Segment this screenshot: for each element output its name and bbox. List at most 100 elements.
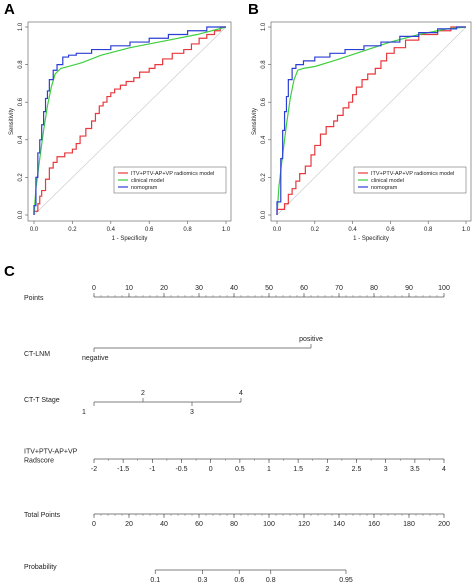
nomogram-row-2: CT-T Stage 1 2 3 4 xyxy=(24,390,243,416)
nomogram-tick-label: 2 xyxy=(325,466,329,473)
nomogram-tick-label: -0.5 xyxy=(175,466,187,473)
x-tick-label: 1.0 xyxy=(222,227,231,233)
y-tick-label: 0.2 xyxy=(261,173,267,182)
nomogram-tick-label: 1.5 xyxy=(293,466,303,473)
x-tick-label: 0.8 xyxy=(183,227,192,233)
reference-diagonal xyxy=(276,26,467,216)
nomogram-scale-label: ITV+PTV-AP+VP xyxy=(24,449,78,456)
nomogram-tick-label: 90 xyxy=(405,285,413,292)
nomogram-tick-label: 140 xyxy=(333,521,345,528)
nomogram-tick-label: 1 xyxy=(82,409,86,416)
nomogram-tick-label: -1 xyxy=(149,466,155,473)
legend-label-nomogram: nomogram xyxy=(371,185,398,191)
nomogram-row-1: CT-LNM negative positive xyxy=(24,336,323,362)
x-tick-label: 0.2 xyxy=(68,227,77,233)
reference-diagonal xyxy=(33,26,227,216)
nomogram-tick-label: 10 xyxy=(125,285,133,292)
nomogram-tick-label: 2.5 xyxy=(352,466,362,473)
nomogram-scale-label: Probability xyxy=(24,564,57,571)
nomogram-tick-label: 1 xyxy=(267,466,271,473)
legend-label-clinical: clinical model xyxy=(371,178,404,184)
plot-frame xyxy=(27,21,232,222)
y-tick-label: 0.2 xyxy=(18,173,24,182)
y-tick-label: 0.4 xyxy=(261,135,267,144)
y-tick-label: 0.6 xyxy=(18,97,24,106)
y-tick-label: 0.0 xyxy=(18,210,24,219)
nomogram-tick-label: 40 xyxy=(160,521,168,528)
roc-curve-radiomics xyxy=(276,26,466,215)
x-tick-label: 0.6 xyxy=(386,227,395,233)
nomogram-tick-label: 60 xyxy=(300,285,308,292)
panel-letter-a: A xyxy=(4,1,15,18)
nomogram-tick-label: 2 xyxy=(141,390,145,397)
y-axis-title: Sensitivity xyxy=(9,108,15,135)
x-axis-title: 1 - Specificity xyxy=(112,236,148,242)
nomogram-tick-label: 20 xyxy=(125,521,133,528)
nomogram-scale-label: CT-LNM xyxy=(24,351,50,358)
x-tick-label: 1.0 xyxy=(462,227,471,233)
roc-panel-b: 0.0 0.2 0.4 0.6 0.8 1.0 0.0 0.2 0.4 0.6 0.8 1.0 1 - … xyxy=(252,21,472,242)
nomogram-tick-label: 100 xyxy=(263,521,275,528)
x-axis-title: 1 - Specificity xyxy=(353,236,389,242)
roc-curve-radiomics xyxy=(33,26,226,215)
nomogram-tick-label: 3 xyxy=(190,409,194,416)
roc-panel-a: 0.0 0.2 0.4 0.6 0.8 1.0 0.0 0.2 0.4 0.6 0.8 1.0 1 - … xyxy=(9,21,232,242)
legend-box xyxy=(113,166,227,194)
nomogram-tick-label: 4 xyxy=(442,466,446,473)
x-tick-label: 0.8 xyxy=(424,227,433,233)
nomogram-tick-label: 80 xyxy=(230,521,238,528)
nomogram-tick-label: 0 xyxy=(92,285,96,292)
nomogram-tick-label: 40 xyxy=(230,285,238,292)
nomogram-tick-label: 200 xyxy=(438,521,450,528)
x-tick-label: 0.6 xyxy=(145,227,154,233)
x-tick-label: 0.4 xyxy=(107,227,116,233)
nomogram-row-0: Points 0 10 20 30 40 50 60 70 80 90 100 xyxy=(24,285,450,302)
plot-frame xyxy=(270,21,472,222)
y-tick-label: 0.6 xyxy=(261,97,267,106)
nomogram-tick-label: 80 xyxy=(370,285,378,292)
nomogram-row-4: Total Points 0 20 40 60 80 100 120 140 160 180 200 xyxy=(24,512,450,528)
y-tick-label: 1.0 xyxy=(18,22,24,31)
nomogram-tick-label: 60 xyxy=(195,521,203,528)
nomogram-tick-label: 30 xyxy=(195,285,203,292)
nomogram-tick-label: -1.5 xyxy=(117,466,129,473)
x-tick-label: 0.0 xyxy=(30,227,39,233)
nomogram-row-3: ITV+PTV-AP+VP Radscore -2 -1.5 -1 -0.5 0 0.5 1 1.… xyxy=(24,449,446,474)
nomogram-tick-label: 3 xyxy=(384,466,388,473)
nomogram-tick-label: 0.95 xyxy=(339,577,353,582)
x-tick-label: 0.0 xyxy=(273,227,282,233)
nomogram-tick-label: -2 xyxy=(91,466,97,473)
nomogram-tick-label: 70 xyxy=(335,285,343,292)
nomogram-tick-label: 50 xyxy=(265,285,273,292)
legend-label-clinical: clinical model xyxy=(131,178,164,184)
nomogram-tick-label: 0 xyxy=(209,466,213,473)
y-axis-title: Sensitivity xyxy=(252,108,258,135)
nomogram-tick-label: 20 xyxy=(160,285,168,292)
nomogram-scale-label: Radscore xyxy=(24,458,54,465)
x-tick-label: 0.4 xyxy=(348,227,357,233)
nomogram-tick-label: 100 xyxy=(438,285,450,292)
nomogram-scale-label: Points xyxy=(24,295,44,302)
roc-curve-clinical xyxy=(276,26,467,216)
y-tick-label: 1.0 xyxy=(261,22,267,31)
nomogram-tick-label: 0.6 xyxy=(234,577,244,582)
nomogram-tick-label: 0.8 xyxy=(266,577,276,582)
nomogram-tick-label: 0.3 xyxy=(198,577,208,582)
legend-label-radiomics: ITV+PTV-AP+VP radiomics model xyxy=(371,171,454,177)
nomogram-tick-label: 0.5 xyxy=(235,466,245,473)
nomogram-tick-label: 0 xyxy=(92,521,96,528)
nomogram-row-5: Probability 0.1 0.3 0.6 0.8 0.95 xyxy=(24,564,353,582)
y-tick-label: 0.8 xyxy=(261,60,267,69)
x-tick-label: 0.2 xyxy=(311,227,320,233)
roc-curve-nomogram xyxy=(33,26,226,215)
y-tick-label: 0.0 xyxy=(261,210,267,219)
nomogram-scale-label: Total Points xyxy=(24,512,61,519)
y-tick-label: 0.4 xyxy=(18,135,24,144)
nomogram-tick-label: positive xyxy=(299,336,323,343)
y-tick-label: 0.8 xyxy=(18,60,24,69)
roc-curve-nomogram xyxy=(276,26,466,215)
nomogram-tick-label: negative xyxy=(82,355,109,362)
